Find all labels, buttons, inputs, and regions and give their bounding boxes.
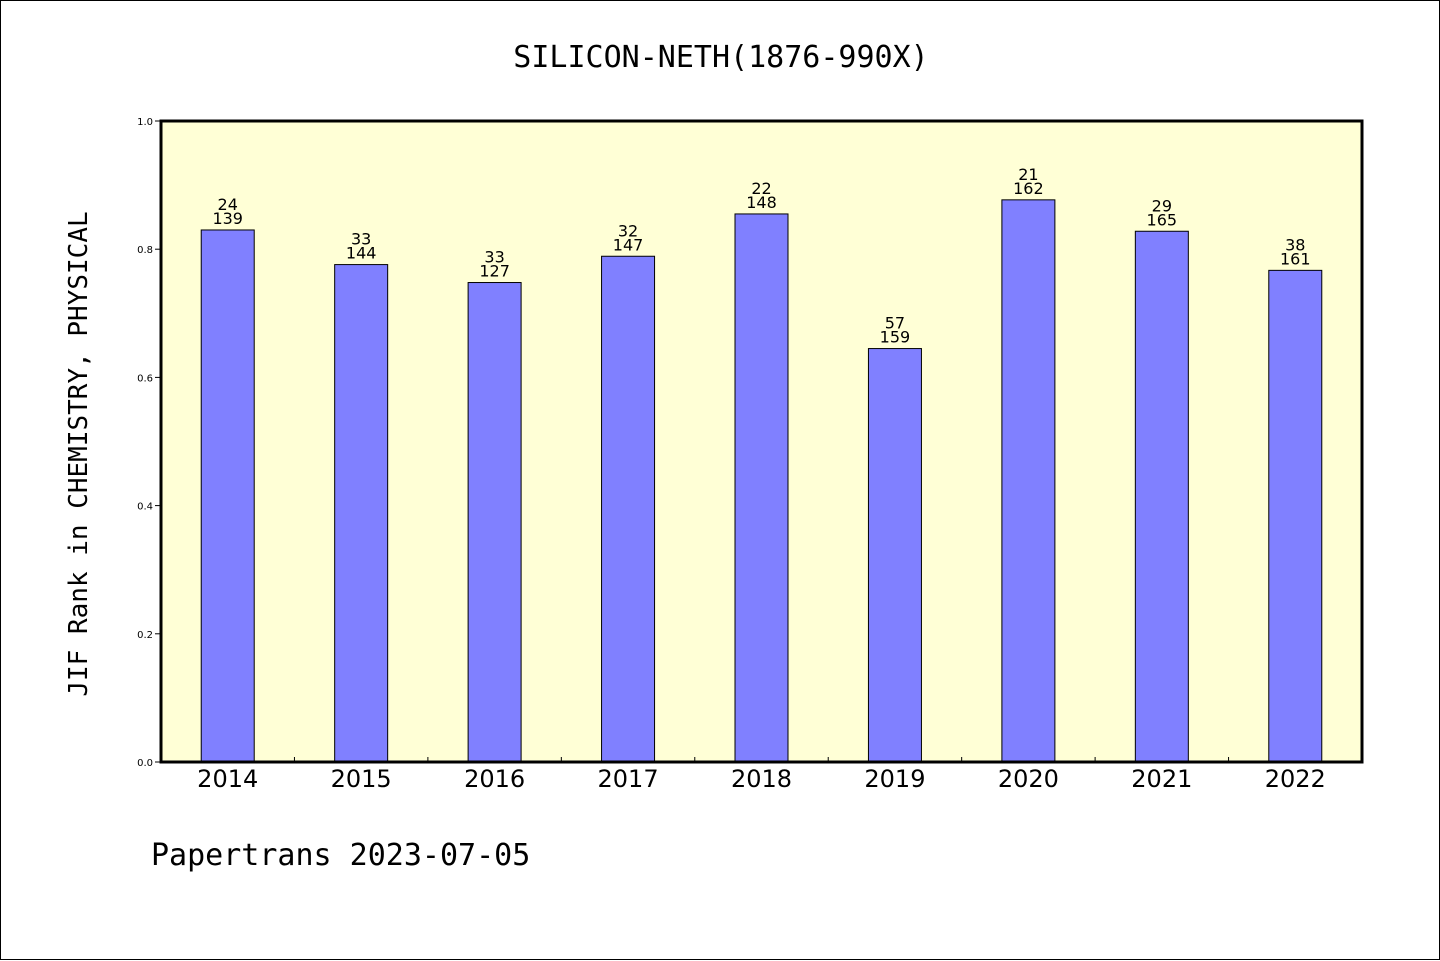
x-tick-label: 2017 [598, 765, 659, 793]
x-tick-label: 2015 [331, 765, 392, 793]
chart-title: SILICON-NETH(1876-990X) [513, 40, 928, 75]
bar-label-total: 165 [1147, 210, 1178, 229]
bar-label-rank: 33 [351, 230, 371, 249]
y-tick-label: 0.4 [137, 502, 153, 513]
y-tick-label: 0.6 [137, 373, 153, 384]
bar-2020 [1001, 199, 1056, 763]
bar-label-total: 147 [613, 235, 644, 254]
bar-2016 [467, 282, 522, 763]
x-tick-label: 2016 [464, 765, 525, 793]
x-tick-label: 2014 [197, 765, 258, 793]
bar-label-total: 139 [212, 209, 243, 228]
footer-credit: Papertrans 2023-07-05 [151, 838, 530, 873]
y-tick-label: 0.8 [137, 245, 153, 256]
bar-2015 [334, 264, 389, 763]
x-tick-label: 2020 [998, 765, 1059, 793]
bar-2019 [867, 348, 922, 763]
bar-label-rank: 32 [618, 221, 638, 240]
x-tick-label: 2019 [864, 765, 925, 793]
x-tick-label: 2018 [731, 765, 792, 793]
bar-label-rank: 24 [218, 195, 238, 214]
bar-label-total: 161 [1280, 249, 1311, 268]
bar-label-rank: 22 [751, 179, 771, 198]
y-tick-label: 0.0 [137, 758, 153, 769]
bar-label-rank: 21 [1018, 165, 1038, 184]
bar-label-total: 162 [1013, 179, 1044, 198]
bar-label-rank: 57 [885, 314, 905, 333]
bar-label-total: 127 [479, 262, 510, 281]
bars-group [200, 199, 1323, 763]
bar-2022 [1268, 269, 1323, 763]
bar-2014 [200, 229, 255, 763]
bar-label-rank: 33 [484, 248, 504, 267]
x-tick-label: 2021 [1131, 765, 1192, 793]
y-tick-label: 0.2 [137, 630, 153, 641]
bar-2021 [1134, 230, 1189, 763]
bar-label-total: 148 [746, 193, 777, 212]
x-tick-label: 2022 [1265, 765, 1326, 793]
y-axis-ticks: 0.0 0.2 0.4 0.6 0.8 1.0 [137, 117, 161, 769]
bar-label-rank: 38 [1285, 235, 1305, 254]
x-axis-ticks: 2014 2015 2016 2017 2018 2019 2020 2021 2022 [197, 757, 1326, 793]
bar-2018 [734, 213, 789, 763]
bar-2017 [601, 255, 656, 763]
bar-label-total: 144 [346, 244, 377, 263]
y-axis-label: JIF Rank in CHEMISTRY, PHYSICAL [64, 211, 94, 696]
plot-frame [159, 119, 1364, 764]
y-tick-label: 1.0 [137, 117, 153, 128]
bar-label-total: 159 [880, 328, 911, 347]
bar-label-rank: 29 [1152, 196, 1172, 215]
